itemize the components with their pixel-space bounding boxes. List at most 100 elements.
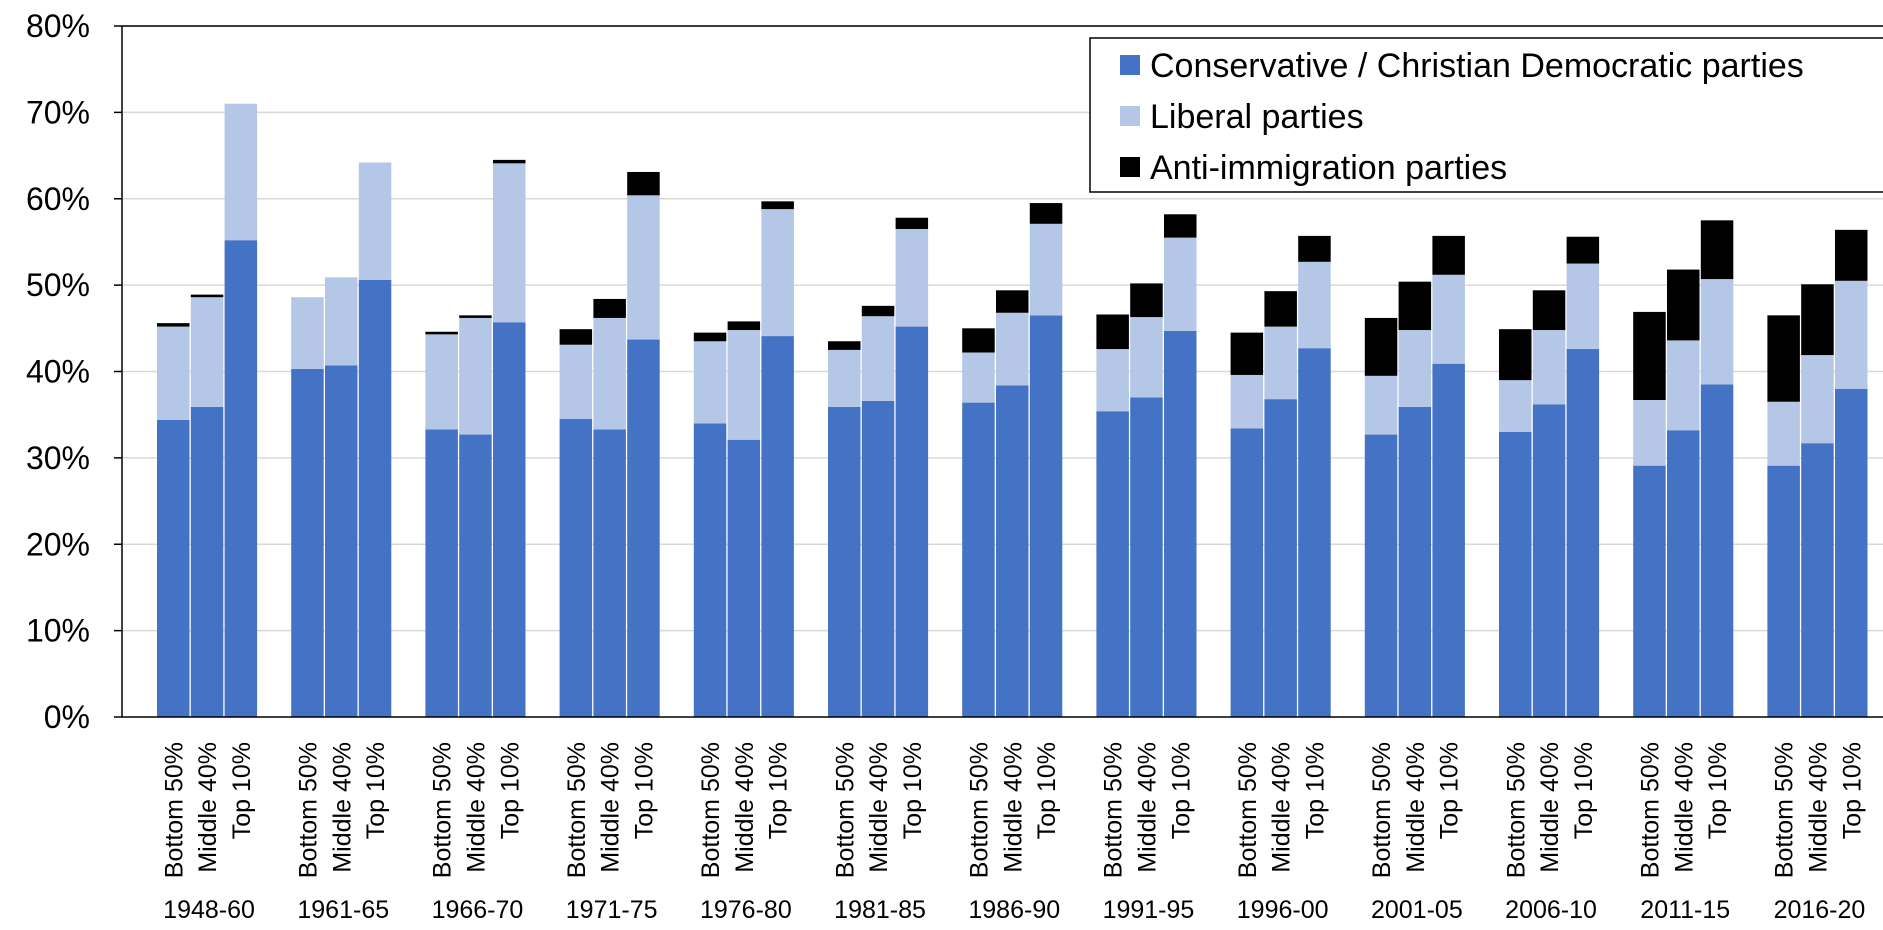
bar-segment-anti-immigration	[896, 218, 929, 229]
period-label: 1971-75	[566, 896, 658, 924]
x-axis-period-labels: 1948-60 1961-65 1966-70 1971-75 1976-80 1981-…	[163, 896, 1865, 924]
category-label: Bottom 50%	[294, 742, 322, 878]
bar-segment-conservative	[996, 385, 1029, 717]
bar-segment-liberal	[1399, 330, 1432, 407]
bar-segment-conservative	[1701, 384, 1734, 717]
bar-segment-conservative	[157, 420, 190, 717]
bar-segment-anti-immigration	[962, 328, 995, 352]
bar-segment-anti-immigration	[1499, 329, 1532, 380]
bar-segment-conservative	[1298, 348, 1331, 717]
bar-segment-conservative	[1499, 432, 1532, 717]
bar-segment-anti-immigration	[1567, 237, 1600, 264]
bar-segment-liberal	[1835, 281, 1868, 389]
category-label: Top 10%	[1704, 742, 1732, 839]
bar-segment-anti-immigration	[828, 341, 861, 350]
bar-segment-liberal	[1701, 279, 1734, 384]
legend-swatch	[1120, 55, 1140, 75]
bar-segment-conservative	[896, 327, 929, 717]
legend-swatch	[1120, 106, 1140, 126]
bar-segment-anti-immigration	[1164, 214, 1197, 237]
y-tick-label: 10%	[26, 613, 90, 649]
category-label: Top 10%	[630, 742, 658, 839]
y-axis-tick-labels: 0%10%20%30%40%50%60%70%80%	[26, 8, 90, 735]
bar-segment-liberal	[1801, 355, 1834, 443]
y-tick-label: 60%	[26, 181, 90, 217]
bar-segment-anti-immigration	[1767, 315, 1800, 401]
bar-segment-conservative	[291, 369, 324, 717]
bar-segment-conservative	[862, 401, 895, 717]
category-label: Top 10%	[1301, 742, 1329, 839]
category-label: Top 10%	[765, 742, 793, 839]
bar-segment-anti-immigration	[1633, 312, 1666, 400]
bar-segment-anti-immigration	[1231, 333, 1264, 375]
category-label: Middle 40%	[328, 742, 356, 873]
bar-segment-conservative	[1667, 430, 1700, 717]
bar-segment-anti-immigration	[1835, 230, 1868, 281]
bar-segment-liberal	[896, 229, 929, 327]
category-label: Middle 40%	[731, 742, 759, 873]
bar-segment-conservative	[425, 429, 458, 717]
bar-segment-conservative	[1533, 404, 1566, 717]
bar-segment-liberal	[1767, 402, 1800, 466]
bar-segment-liberal	[560, 345, 593, 419]
category-label: Bottom 50%	[1368, 742, 1396, 878]
category-label: Top 10%	[1570, 742, 1598, 839]
bar-segment-anti-immigration	[1096, 314, 1129, 349]
bar-segment-anti-immigration	[1701, 220, 1734, 279]
bar-segment-liberal	[1499, 380, 1532, 432]
category-label: Middle 40%	[1133, 742, 1161, 873]
bar-segment-liberal	[962, 352, 995, 402]
bar-segment-liberal	[1264, 327, 1297, 400]
category-label: Bottom 50%	[965, 742, 993, 878]
bar-segment-anti-immigration	[761, 201, 794, 209]
category-label: Top 10%	[1033, 742, 1061, 839]
bar-segment-liberal	[1633, 400, 1666, 466]
bar-segment-conservative	[728, 440, 761, 717]
bar-segment-anti-immigration	[1667, 270, 1700, 341]
category-label: Middle 40%	[865, 742, 893, 873]
category-label: Top 10%	[1167, 742, 1195, 839]
legend-swatch	[1120, 157, 1140, 177]
bar-segment-liberal	[996, 313, 1029, 386]
period-label: 1986-90	[968, 896, 1060, 924]
bar-segment-liberal	[1667, 340, 1700, 430]
period-label: 1976-80	[700, 896, 792, 924]
category-label: Bottom 50%	[1636, 742, 1664, 878]
bar-segment-conservative	[1096, 411, 1129, 717]
bar-segment-liberal	[1130, 317, 1163, 397]
category-label: Top 10%	[496, 742, 524, 839]
bar-segment-anti-immigration	[1399, 282, 1432, 330]
period-label: 1981-85	[834, 896, 926, 924]
category-label: Bottom 50%	[697, 742, 725, 878]
bar-segment-anti-immigration	[1264, 291, 1297, 326]
bar-segment-conservative	[1365, 435, 1398, 717]
x-axis-category-labels: Bottom 50% Middle 40% Top 10% Bottom 50% Mid…	[160, 742, 1866, 878]
period-label: 2016-20	[1774, 896, 1866, 924]
bar-segment-conservative	[359, 280, 392, 717]
category-label: Bottom 50%	[429, 742, 457, 878]
bars	[157, 104, 1868, 717]
bar-segment-liberal	[593, 318, 626, 429]
bar-segment-anti-immigration	[593, 299, 626, 318]
category-label: Bottom 50%	[1502, 742, 1530, 878]
period-label: 1966-70	[432, 896, 524, 924]
bar-segment-liberal	[1365, 376, 1398, 435]
y-tick-label: 30%	[26, 440, 90, 476]
category-label: Middle 40%	[1402, 742, 1430, 873]
period-label: 1996-00	[1237, 896, 1329, 924]
period-label: 1961-65	[297, 896, 389, 924]
bar-segment-anti-immigration	[1130, 283, 1163, 317]
bar-segment-liberal	[728, 330, 761, 440]
bar-segment-conservative	[459, 435, 492, 717]
bar-segment-conservative	[1399, 407, 1432, 717]
bar-segment-conservative	[1835, 389, 1868, 717]
category-label: Top 10%	[899, 742, 927, 839]
bar-segment-anti-immigration	[1030, 203, 1063, 224]
y-tick-label: 50%	[26, 267, 90, 303]
period-label: 2006-10	[1505, 896, 1597, 924]
y-tick-label: 20%	[26, 526, 90, 562]
category-label: Middle 40%	[1804, 742, 1832, 873]
category-label: Middle 40%	[1536, 742, 1564, 873]
category-label: Bottom 50%	[1234, 742, 1262, 878]
y-tick-label: 80%	[26, 8, 90, 44]
